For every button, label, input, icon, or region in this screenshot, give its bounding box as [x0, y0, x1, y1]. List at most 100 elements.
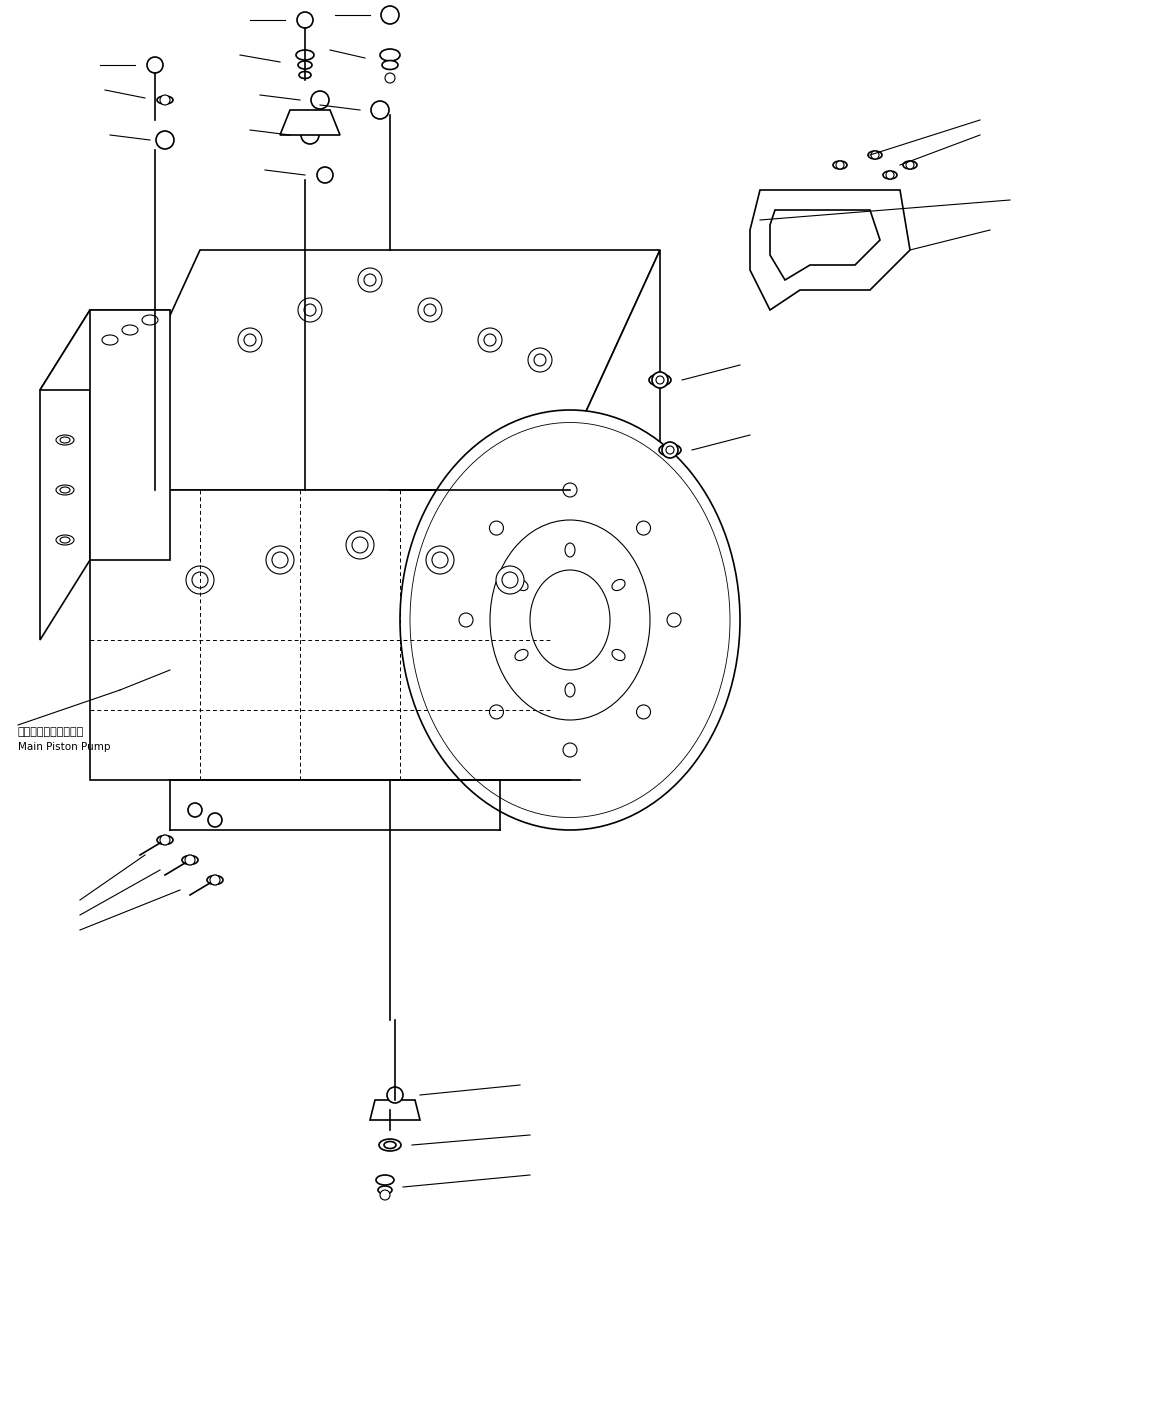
Circle shape [381, 6, 398, 24]
Circle shape [656, 375, 664, 384]
Polygon shape [40, 310, 90, 639]
Circle shape [459, 614, 473, 626]
Circle shape [424, 304, 436, 315]
Circle shape [346, 531, 374, 559]
Ellipse shape [612, 579, 626, 591]
Ellipse shape [103, 335, 118, 345]
Circle shape [380, 1190, 390, 1200]
Ellipse shape [903, 161, 917, 168]
Circle shape [563, 743, 577, 756]
Ellipse shape [384, 1142, 396, 1149]
Circle shape [871, 151, 880, 158]
Ellipse shape [883, 171, 897, 178]
Ellipse shape [382, 60, 398, 70]
Circle shape [662, 442, 678, 458]
Ellipse shape [61, 437, 70, 442]
Circle shape [496, 567, 524, 594]
Circle shape [483, 334, 496, 345]
Circle shape [352, 537, 368, 554]
Circle shape [311, 91, 329, 108]
Circle shape [887, 171, 894, 178]
Circle shape [418, 298, 442, 323]
Circle shape [432, 552, 449, 568]
Circle shape [188, 803, 202, 818]
Polygon shape [550, 250, 661, 781]
Ellipse shape [61, 537, 70, 544]
Circle shape [652, 372, 668, 388]
Ellipse shape [296, 50, 315, 60]
Ellipse shape [157, 96, 172, 104]
Ellipse shape [379, 1139, 401, 1152]
Circle shape [534, 354, 546, 365]
Circle shape [147, 57, 163, 73]
Ellipse shape [515, 649, 528, 661]
Ellipse shape [56, 435, 75, 445]
Circle shape [160, 96, 170, 106]
Circle shape [266, 547, 294, 574]
Ellipse shape [142, 315, 158, 325]
Ellipse shape [207, 876, 223, 885]
Circle shape [304, 304, 316, 315]
Circle shape [156, 131, 174, 148]
Ellipse shape [659, 444, 682, 457]
Ellipse shape [377, 1186, 391, 1194]
Ellipse shape [157, 835, 172, 845]
Ellipse shape [182, 856, 198, 865]
Circle shape [666, 447, 675, 454]
Circle shape [160, 835, 170, 845]
Circle shape [210, 875, 220, 885]
Polygon shape [280, 110, 340, 136]
Circle shape [358, 268, 382, 293]
Ellipse shape [376, 1174, 394, 1184]
Ellipse shape [61, 487, 70, 492]
Circle shape [185, 855, 195, 865]
Text: Main Piston Pump: Main Piston Pump [17, 742, 111, 752]
Ellipse shape [400, 410, 740, 831]
Circle shape [668, 614, 682, 626]
Circle shape [489, 521, 503, 535]
Circle shape [387, 1087, 403, 1103]
Ellipse shape [490, 519, 650, 721]
Circle shape [636, 521, 650, 535]
Circle shape [636, 705, 650, 719]
Polygon shape [770, 210, 880, 280]
Circle shape [209, 813, 223, 828]
Circle shape [298, 298, 322, 323]
Text: メインピストンポンプ: メインピストンポンプ [17, 726, 84, 736]
Circle shape [317, 167, 333, 183]
Ellipse shape [380, 49, 400, 61]
Circle shape [243, 334, 256, 345]
Circle shape [271, 552, 288, 568]
Ellipse shape [530, 569, 610, 671]
Ellipse shape [122, 325, 137, 335]
Circle shape [906, 161, 915, 168]
Ellipse shape [515, 579, 528, 591]
Circle shape [426, 547, 454, 574]
Ellipse shape [833, 161, 847, 168]
Ellipse shape [298, 61, 312, 68]
Circle shape [528, 348, 552, 372]
Ellipse shape [612, 649, 626, 661]
Circle shape [836, 161, 843, 168]
Ellipse shape [565, 544, 576, 557]
Circle shape [384, 73, 395, 83]
Polygon shape [90, 250, 661, 489]
Ellipse shape [868, 151, 882, 158]
Circle shape [563, 482, 577, 497]
Circle shape [478, 328, 502, 352]
Polygon shape [370, 1100, 421, 1120]
Circle shape [363, 274, 376, 285]
Polygon shape [750, 190, 910, 310]
Circle shape [186, 567, 214, 594]
Ellipse shape [649, 374, 671, 385]
Ellipse shape [565, 684, 576, 696]
Circle shape [192, 572, 209, 588]
Circle shape [301, 126, 319, 144]
Ellipse shape [56, 485, 75, 495]
Ellipse shape [299, 71, 311, 78]
Circle shape [502, 572, 518, 588]
Polygon shape [40, 310, 170, 390]
Circle shape [489, 705, 503, 719]
Circle shape [370, 101, 389, 118]
Polygon shape [90, 310, 170, 559]
